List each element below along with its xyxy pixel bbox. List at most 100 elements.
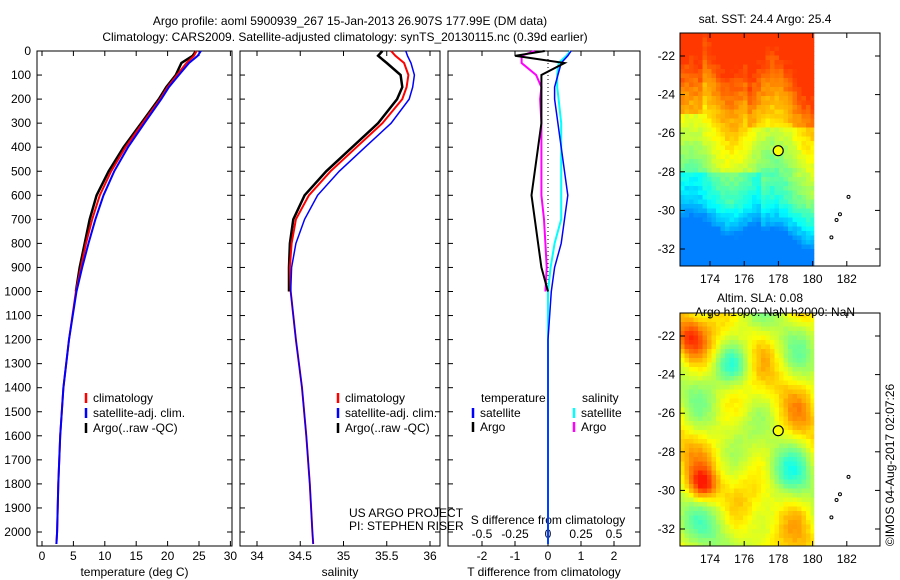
- map-cell: [725, 407, 730, 413]
- map-cell: [698, 502, 703, 507]
- map-cell: [738, 132, 744, 137]
- map-cell: [738, 100, 744, 106]
- map-frame: [679, 32, 881, 267]
- map-cell: [680, 240, 685, 245]
- map-cell: [797, 87, 802, 92]
- map-cell: [725, 488, 730, 494]
- map-cell: [738, 55, 744, 61]
- map-cell: [792, 430, 798, 435]
- map-cell: [702, 262, 708, 266]
- map-cell: [747, 69, 753, 74]
- map-cell: [680, 380, 685, 386]
- map-cell: [770, 150, 775, 155]
- map-cell: [788, 100, 793, 106]
- map-cell: [693, 244, 699, 250]
- map-cell: [707, 452, 712, 458]
- map-cell: [774, 186, 780, 191]
- map-cell: [693, 385, 699, 390]
- map-cell: [774, 317, 780, 323]
- map-cell: [765, 407, 771, 413]
- map-cell: [693, 448, 699, 453]
- map-cell: [693, 69, 699, 74]
- map-cell: [743, 493, 748, 498]
- map-cell: [792, 217, 798, 223]
- map-cell: [783, 217, 789, 223]
- map-cell: [743, 434, 748, 440]
- map-cell: [725, 195, 730, 200]
- map-cell: [680, 100, 685, 106]
- map-cell: [711, 421, 717, 426]
- map-cell: [752, 322, 757, 327]
- map-cell: [770, 253, 775, 259]
- map-cell: [770, 493, 775, 498]
- map-cell: [779, 262, 784, 266]
- map-cell: [702, 69, 708, 74]
- map-cell: [720, 389, 726, 395]
- map-cell: [810, 87, 815, 92]
- map-cell: [806, 439, 811, 444]
- map-cell: [806, 538, 811, 543]
- map-cell: [747, 524, 753, 530]
- map-cell: [788, 141, 793, 146]
- map-cell: [702, 199, 708, 205]
- map-cell: [806, 511, 811, 516]
- map-cell: [752, 141, 757, 146]
- map-cell: [810, 367, 815, 372]
- map-cell: [765, 114, 771, 119]
- map-cell: [756, 470, 762, 476]
- map-cell: [734, 497, 739, 503]
- map-cell: [788, 385, 793, 390]
- map-cell: [729, 425, 735, 431]
- map-cell: [792, 380, 798, 386]
- map-cell: [765, 358, 771, 363]
- map-cell: [806, 380, 811, 386]
- map-cell: [761, 425, 766, 431]
- map-cell: [801, 87, 807, 92]
- map-cell: [693, 452, 699, 458]
- map-cell: [698, 100, 703, 106]
- map-cell: [792, 358, 798, 363]
- map-cell: [689, 136, 694, 142]
- map-cell: [779, 42, 784, 47]
- map-cell: [779, 416, 784, 422]
- map-cell: [788, 524, 793, 530]
- map-cell: [698, 421, 703, 426]
- map-cell: [788, 159, 793, 164]
- map-cell: [779, 217, 784, 223]
- map-cell: [720, 452, 726, 458]
- map-cell: [756, 64, 762, 70]
- map-cell: [806, 533, 811, 539]
- map-cell: [725, 154, 730, 160]
- map-cell: [761, 380, 766, 386]
- map-cell: [729, 195, 735, 200]
- map-cell: [801, 177, 807, 182]
- map-cell: [774, 506, 780, 512]
- map-cell: [797, 204, 802, 209]
- map-cell: [702, 114, 708, 119]
- map-cell: [756, 479, 762, 485]
- map-cell: [720, 421, 726, 426]
- x2-tick-label: 0.5: [606, 527, 623, 541]
- map-cell: [693, 412, 699, 417]
- map-cell: [779, 226, 784, 232]
- map-cell: [684, 127, 690, 133]
- map-cell: [716, 100, 721, 106]
- map-cell: [761, 470, 766, 476]
- map-cell: [689, 538, 694, 543]
- map-cell: [747, 434, 753, 440]
- map-cell: [774, 51, 780, 56]
- map-cell: [774, 60, 780, 65]
- map-cell: [702, 127, 708, 133]
- map-cell: [720, 443, 726, 449]
- map-cell: [693, 226, 699, 232]
- map-cell: [689, 91, 694, 97]
- map-cell: [698, 222, 703, 227]
- map-cell: [738, 317, 744, 323]
- map-cell: [801, 479, 807, 485]
- map-cell: [810, 127, 815, 133]
- map-cell: [756, 46, 762, 52]
- map-cell: [689, 199, 694, 205]
- map-cell: [810, 55, 815, 61]
- map-cell: [797, 136, 802, 142]
- map-cell: [801, 439, 807, 444]
